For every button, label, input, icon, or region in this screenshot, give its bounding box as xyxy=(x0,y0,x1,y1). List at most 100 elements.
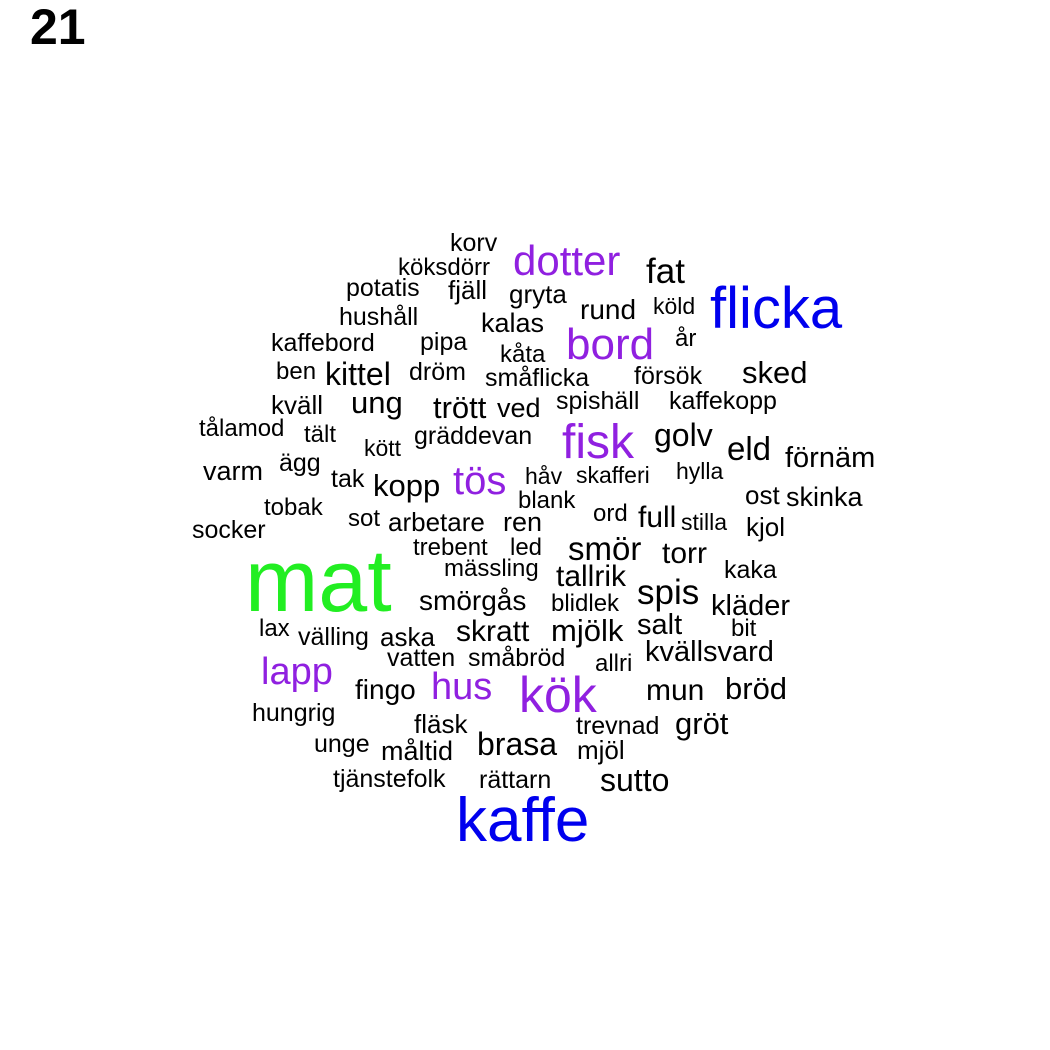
cloud-word: tallrik xyxy=(556,560,627,593)
cloud-word: rättarn xyxy=(479,766,552,794)
cloud-word: brasa xyxy=(477,726,558,762)
cloud-word: hylla xyxy=(676,458,724,484)
cloud-word: kvällsvard xyxy=(645,636,774,668)
cloud-word: hushåll xyxy=(339,303,419,331)
cloud-word: eld xyxy=(727,430,772,467)
cloud-word: trött xyxy=(433,390,487,425)
cloud-word: fläsk xyxy=(414,709,468,739)
cloud-word: lax xyxy=(259,615,290,642)
cloud-word: mässling xyxy=(444,555,539,582)
cloud-word: skinka xyxy=(786,482,863,512)
cloud-word: mjöl xyxy=(577,735,625,765)
cloud-word: lapp xyxy=(261,651,333,693)
cloud-word: spishäll xyxy=(556,387,640,415)
cloud-word: ägg xyxy=(279,449,321,477)
cloud-word: arbetare xyxy=(388,507,485,537)
cloud-word: socker xyxy=(192,516,266,544)
cloud-word: ord xyxy=(593,500,628,527)
cloud-word: håv xyxy=(525,463,563,489)
cloud-word: fisk xyxy=(562,416,634,469)
cloud-word: kalas xyxy=(481,308,545,338)
cloud-word: smör xyxy=(568,530,642,567)
cloud-word: småflicka xyxy=(485,364,590,392)
cloud-word: småbröd xyxy=(468,644,566,672)
cloud-word: led xyxy=(510,534,543,561)
cloud-word: sked xyxy=(742,355,808,390)
cloud-word: blank xyxy=(518,487,576,514)
cloud-word: potatis xyxy=(346,274,420,302)
cloud-word: bit xyxy=(731,615,757,642)
cloud-word: kläder xyxy=(711,590,790,622)
cloud-word: kväll xyxy=(271,390,324,420)
cloud-word: bröd xyxy=(725,671,788,706)
cloud-word: unge xyxy=(314,730,370,758)
cloud-word: spis xyxy=(637,573,700,612)
cloud-word: ren xyxy=(503,507,543,537)
cloud-word: kaka xyxy=(724,556,777,584)
cloud-word: salt xyxy=(637,609,683,641)
page-number: 21 xyxy=(30,0,86,55)
cloud-word: tjänstefolk xyxy=(333,765,446,793)
cloud-word: skratt xyxy=(456,615,530,648)
cloud-word: köksdörr xyxy=(398,254,491,281)
cloud-word: mjölk xyxy=(551,613,624,648)
cloud-word: skafferi xyxy=(576,462,650,488)
cloud-word: år xyxy=(675,325,697,352)
cloud-word: kök xyxy=(519,667,597,723)
cloud-word: golv xyxy=(654,417,713,453)
cloud-word: smörgås xyxy=(419,585,527,616)
cloud-word: dröm xyxy=(409,358,466,386)
cloud-word: förnäm xyxy=(785,442,876,474)
cloud-word: ved xyxy=(497,393,541,423)
cloud-word: pipa xyxy=(420,328,468,356)
cloud-word: kåta xyxy=(500,341,546,368)
cloud-word: tält xyxy=(304,421,337,448)
cloud-word: fingo xyxy=(355,674,416,705)
cloud-word: tobak xyxy=(264,494,323,521)
cloud-word: kaffe xyxy=(456,786,590,855)
cloud-word: fjäll xyxy=(448,275,488,305)
cloud-word: sutto xyxy=(600,762,670,798)
cloud-word: full xyxy=(638,501,677,534)
cloud-word: sot xyxy=(348,505,381,532)
cloud-word: hungrig xyxy=(252,699,336,727)
cloud-word: vatten xyxy=(387,644,456,672)
cloud-word: försök xyxy=(634,362,703,390)
cloud-word: gryta xyxy=(509,279,567,309)
cloud-word: kittel xyxy=(325,356,391,392)
cloud-word: gröt xyxy=(675,706,729,741)
cloud-word: tös xyxy=(453,459,507,503)
cloud-word: varm xyxy=(203,456,263,486)
cloud-word: kaffebord xyxy=(271,329,375,357)
cloud-word: trevnad xyxy=(576,712,660,740)
cloud-word: mun xyxy=(646,674,705,707)
cloud-word: flicka xyxy=(710,276,843,341)
cloud-word: dotter xyxy=(513,237,621,284)
cloud-word: kött xyxy=(364,435,402,461)
cloud-word: korv xyxy=(450,229,498,257)
cloud-word: bord xyxy=(566,320,655,369)
cloud-word: stilla xyxy=(681,509,728,535)
cloud-word: rund xyxy=(580,294,637,325)
cloud-word: blidlek xyxy=(551,590,620,617)
cloud-word: fat xyxy=(646,252,685,291)
cloud-word: välling xyxy=(298,623,369,651)
cloud-word: ben xyxy=(276,358,317,385)
cloud-word: torr xyxy=(662,537,707,570)
cloud-word: gräddevan xyxy=(414,422,533,450)
cloud-word: hus xyxy=(431,666,493,708)
cloud-word: tålamod xyxy=(199,415,285,442)
cloud-word: allri xyxy=(595,650,633,677)
cloud-word: mat xyxy=(245,531,392,630)
cloud-word: ost xyxy=(745,480,780,510)
cloud-word: måltid xyxy=(381,736,454,766)
cloud-word: köld xyxy=(653,293,696,319)
cloud-word: kopp xyxy=(373,468,441,503)
cloud-word: kaffekopp xyxy=(669,387,777,415)
cloud-word: trebent xyxy=(413,534,488,561)
cloud-word: tak xyxy=(331,465,365,493)
cloud-word: kjol xyxy=(746,512,786,542)
cloud-word: ung xyxy=(351,385,403,420)
cloud-word: aska xyxy=(380,622,435,652)
